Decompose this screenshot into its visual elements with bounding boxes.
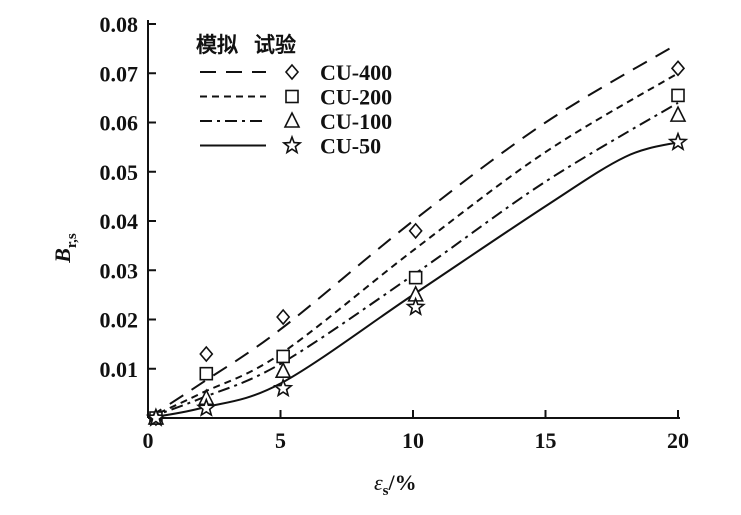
x-tick-label: 10 (402, 428, 424, 453)
y-tick-label: 0.04 (100, 209, 139, 234)
point-cu-400 (276, 308, 291, 326)
curve-cu-400 (147, 42, 679, 419)
legend-marker-cu-200 (285, 89, 299, 104)
legend-label-cu-50: CU-50 (320, 134, 381, 159)
point-cu-400 (670, 60, 686, 77)
y-tick-label: 0.01 (100, 357, 139, 382)
legend-marker-cu-50 (281, 134, 303, 155)
point-cu-200 (408, 270, 423, 285)
legend-marker-cu-100 (283, 111, 301, 128)
point-cu-100 (274, 361, 292, 379)
axes: 0 5 10 15 20 0.01 0.02 0.03 0.04 0.05 0.06 0.07 0.08 (100, 12, 690, 453)
x-tick-label: 20 (667, 428, 689, 453)
point-cu-50 (196, 397, 217, 417)
point-cu-50 (405, 296, 426, 316)
legend-header-sim: 模拟 (196, 33, 238, 57)
point-cu-50 (667, 131, 689, 151)
x-axis-label: εs/% (374, 470, 417, 499)
y-tick-label: 0.07 (100, 61, 139, 86)
point-cu-400 (408, 222, 423, 240)
legend-header-test: 试验 (254, 33, 296, 57)
y-tick-label: 0.05 (100, 160, 139, 185)
y-tick-label: 0.03 (100, 258, 139, 283)
y-tick-label: 0.06 (100, 111, 139, 136)
legend-marker-cu-400 (284, 63, 300, 81)
legend-label-cu-400: CU-400 (320, 60, 392, 85)
point-cu-200 (199, 366, 214, 381)
curve-cu-200 (147, 72, 679, 419)
point-cu-50 (273, 377, 294, 398)
x-tick-label: 0 (143, 428, 154, 453)
y-tick-label: 0.02 (100, 308, 139, 333)
markers (145, 60, 689, 427)
legend-label-cu-200: CU-200 (320, 85, 392, 110)
legend-label-cu-100: CU-100 (320, 109, 392, 134)
point-cu-50 (145, 407, 167, 427)
curve-cu-100 (147, 101, 679, 419)
y-axis-label: Br,s (50, 233, 80, 264)
point-cu-100 (669, 105, 687, 122)
point-cu-200 (276, 349, 290, 364)
point-cu-200 (671, 88, 685, 103)
point-cu-400 (199, 345, 214, 363)
x-tick-label: 5 (275, 428, 286, 453)
y-tick-label: 0.08 (100, 12, 139, 37)
x-tick-label: 15 (535, 428, 557, 453)
